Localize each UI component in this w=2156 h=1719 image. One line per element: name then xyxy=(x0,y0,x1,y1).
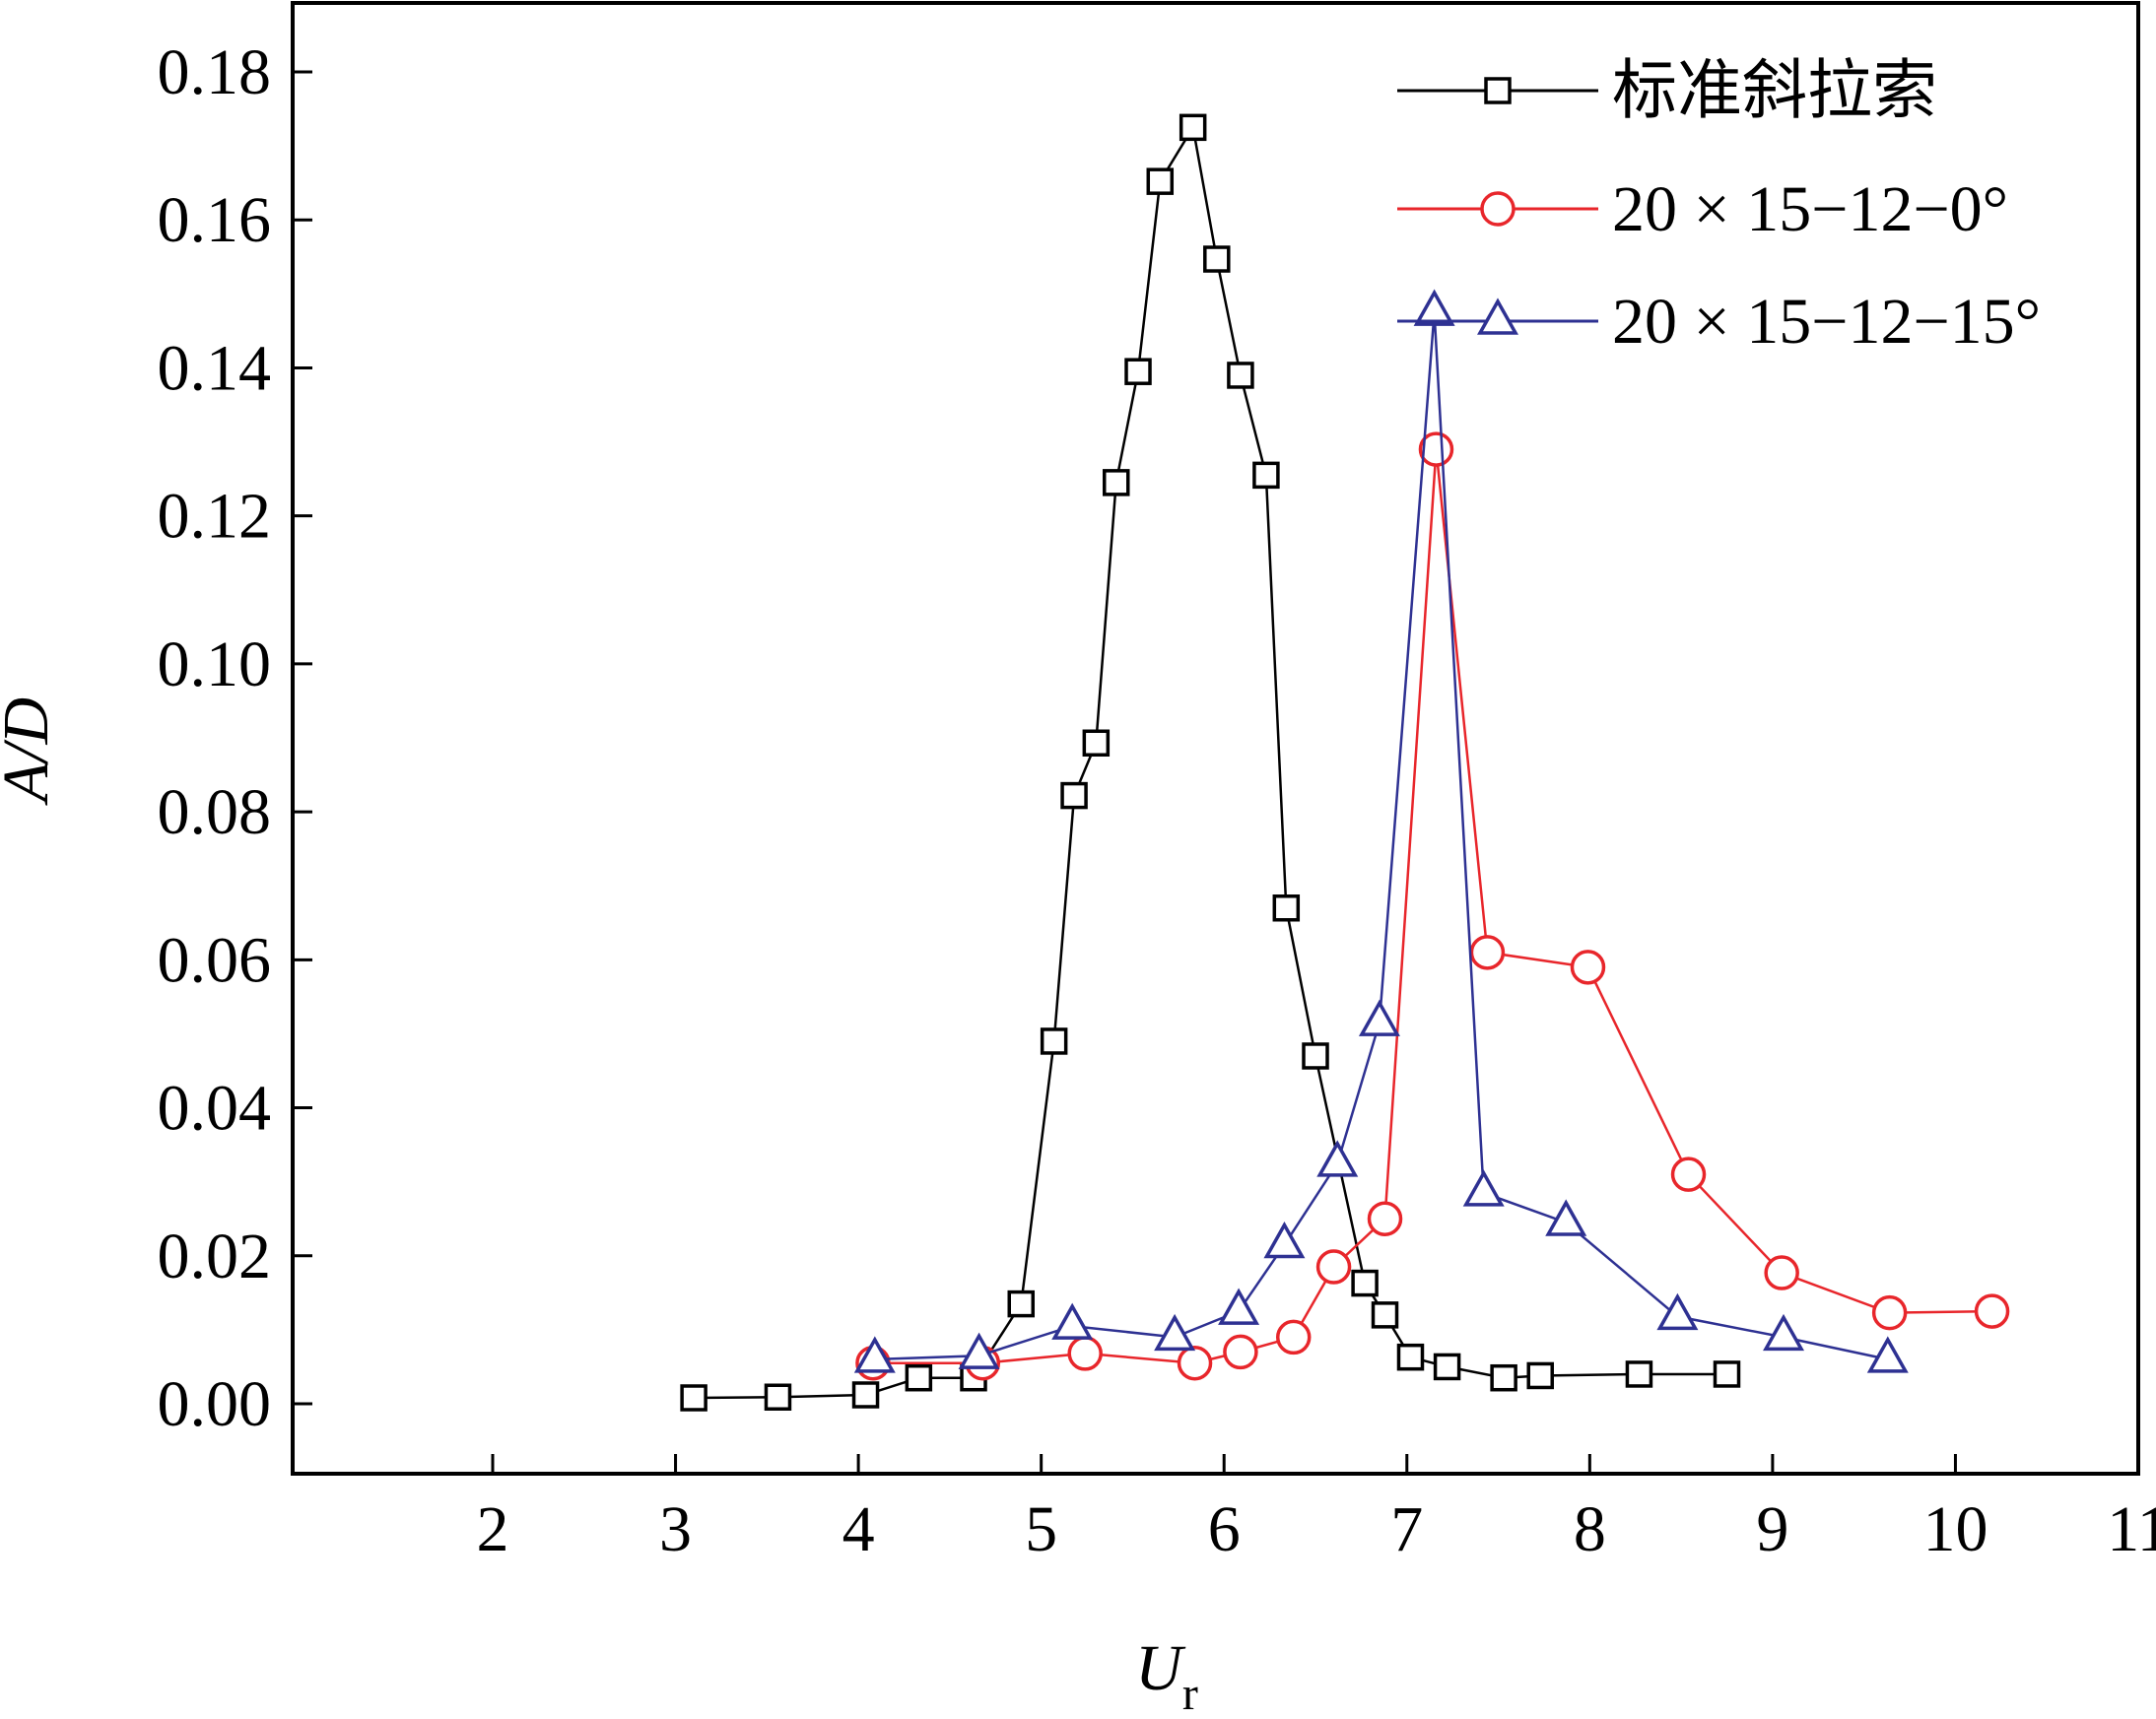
legend-marker xyxy=(1480,191,1516,227)
data-point xyxy=(1223,1334,1258,1370)
y-tick-label: 0.00 xyxy=(158,1368,272,1440)
y-tick-label: 0.02 xyxy=(158,1221,272,1292)
legend-label: 20 × 15−12−0° xyxy=(1612,173,2008,245)
x-tick-label: 11 xyxy=(2107,1493,2156,1565)
series-line xyxy=(694,123,1727,1400)
x-tick-label: 4 xyxy=(842,1493,875,1565)
data-point xyxy=(905,1363,933,1392)
legend-item-2: 20 × 15−12−15° xyxy=(1397,286,2041,358)
x-tick-label: 7 xyxy=(1390,1493,1423,1565)
y-tick-label: 0.10 xyxy=(158,628,272,700)
data-point xyxy=(1102,469,1130,496)
x-tick-label: 8 xyxy=(1574,1493,1606,1565)
data-point xyxy=(1367,1201,1403,1236)
y-tick-label: 0.16 xyxy=(158,184,272,256)
data-point xyxy=(1154,1313,1196,1352)
data-point xyxy=(1315,1249,1352,1285)
series-line xyxy=(873,448,1992,1364)
x-tick-label: 10 xyxy=(1922,1493,1988,1565)
y-tick-label: 0.18 xyxy=(158,36,272,108)
data-point xyxy=(1433,1353,1461,1381)
legend-label: 20 × 15−12−15° xyxy=(1612,286,2041,358)
plot-frame xyxy=(291,1,2140,1476)
legend-label: 标准斜拉索 xyxy=(1612,55,1937,127)
data-point xyxy=(1469,935,1506,970)
data-point xyxy=(1179,113,1207,142)
data-point xyxy=(1082,729,1111,758)
data-point xyxy=(1124,358,1152,385)
data-point xyxy=(1252,461,1280,490)
data-point xyxy=(1351,1269,1379,1297)
data-point xyxy=(1263,1221,1306,1259)
data-point xyxy=(1396,1343,1425,1371)
data-point xyxy=(1974,1293,2010,1329)
x-axis-title-subscript: r xyxy=(1182,1668,1198,1719)
data-point xyxy=(1060,781,1088,810)
data-point xyxy=(1007,1289,1036,1318)
legend-marker xyxy=(1477,298,1518,335)
y-axis-title: A/D xyxy=(0,697,62,806)
series-2 xyxy=(853,289,1909,1373)
data-point xyxy=(1302,1042,1329,1070)
y-tick-label: 0.14 xyxy=(158,332,272,404)
data-point xyxy=(1418,431,1454,467)
data-point xyxy=(851,1381,880,1409)
data-point xyxy=(958,1332,1000,1369)
y-tick-label: 0.08 xyxy=(158,776,272,848)
x-tick-label: 2 xyxy=(477,1493,509,1565)
data-point xyxy=(1067,1336,1103,1371)
data-point xyxy=(1764,1255,1799,1290)
legend: 标准斜拉索 20 × 15−12−0° 20 × 15−12−15° xyxy=(1397,55,2041,358)
data-point xyxy=(1177,1345,1213,1381)
data-point xyxy=(680,1384,707,1412)
legend-item-1: 20 × 15−12−0° xyxy=(1397,173,2008,245)
axis-ticks: 2 3 4 5 6 7 8 9 10 11 0.00 0.02 0.04 0.06 0.08 0.10 0.12… xyxy=(158,36,2156,1565)
data-point xyxy=(1625,1360,1653,1388)
data-point xyxy=(1146,167,1175,195)
data-point xyxy=(1656,1292,1699,1331)
data-point xyxy=(1462,1169,1505,1207)
legend-item-0: 标准斜拉索 xyxy=(1397,55,1937,127)
data-point xyxy=(1316,1140,1359,1177)
data-point xyxy=(1413,289,1455,326)
data-point xyxy=(1866,1336,1909,1373)
data-point xyxy=(1570,950,1606,985)
data-point xyxy=(1275,1319,1312,1355)
y-tick-label: 0.12 xyxy=(158,481,272,553)
x-tick-label: 6 xyxy=(1208,1493,1241,1565)
series-line xyxy=(874,312,1889,1361)
data-point xyxy=(1371,1301,1399,1329)
x-tick-label: 5 xyxy=(1025,1493,1057,1565)
data-point xyxy=(764,1383,792,1411)
series-layer xyxy=(680,113,2010,1412)
data-point xyxy=(1203,245,1231,273)
data-point xyxy=(1040,1027,1068,1055)
data-point xyxy=(1871,1294,1908,1331)
x-axis-title: Ur xyxy=(1135,1632,1198,1719)
data-point xyxy=(1227,362,1254,389)
y-tick-label: 0.06 xyxy=(158,924,272,996)
y-tick-label: 0.04 xyxy=(158,1073,272,1145)
data-point xyxy=(1490,1363,1517,1392)
data-point xyxy=(1670,1157,1707,1192)
series-0 xyxy=(680,113,1741,1412)
data-point xyxy=(1545,1199,1587,1236)
data-point xyxy=(853,1336,896,1373)
x-tick-label: 9 xyxy=(1756,1493,1788,1565)
data-point xyxy=(1358,999,1400,1036)
legend-marker xyxy=(1484,77,1512,104)
data-point xyxy=(1713,1360,1741,1388)
data-point xyxy=(1218,1288,1260,1325)
x-axis-title-main: U xyxy=(1135,1632,1186,1704)
data-point xyxy=(1051,1302,1094,1340)
data-point xyxy=(1272,894,1301,922)
x-tick-label: 3 xyxy=(659,1493,692,1565)
data-point xyxy=(1526,1361,1554,1390)
data-point xyxy=(1763,1313,1805,1352)
